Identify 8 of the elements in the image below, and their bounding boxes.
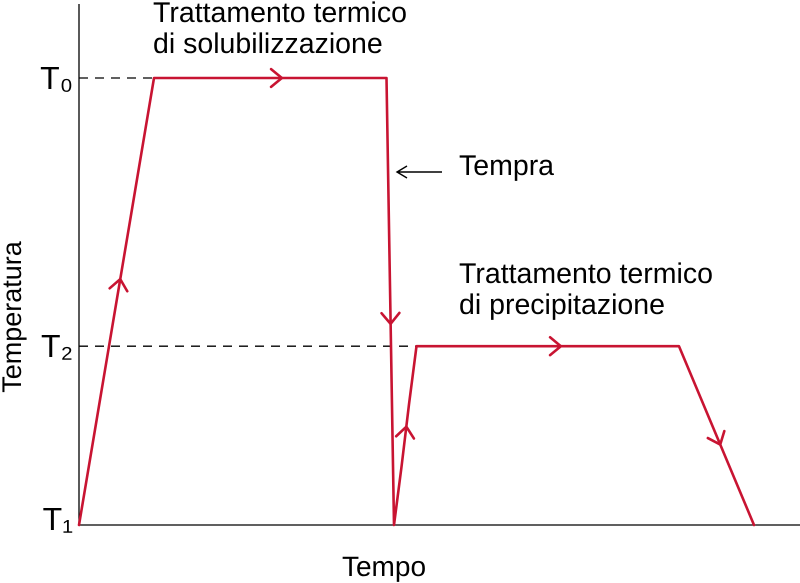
text: T₁ [42,501,73,537]
ref-line-label: T₀ [40,60,73,96]
text: Trattamento termico di solubilizzazione [153,0,407,60]
y-axis-title: Temperatura [0,240,27,393]
annotation: Trattamento termico di precipitazione [459,258,713,321]
x-axis-title: Tempo [342,551,426,582]
annotation: Tempra [459,150,554,182]
ref-line-label: T₂ [41,328,73,364]
